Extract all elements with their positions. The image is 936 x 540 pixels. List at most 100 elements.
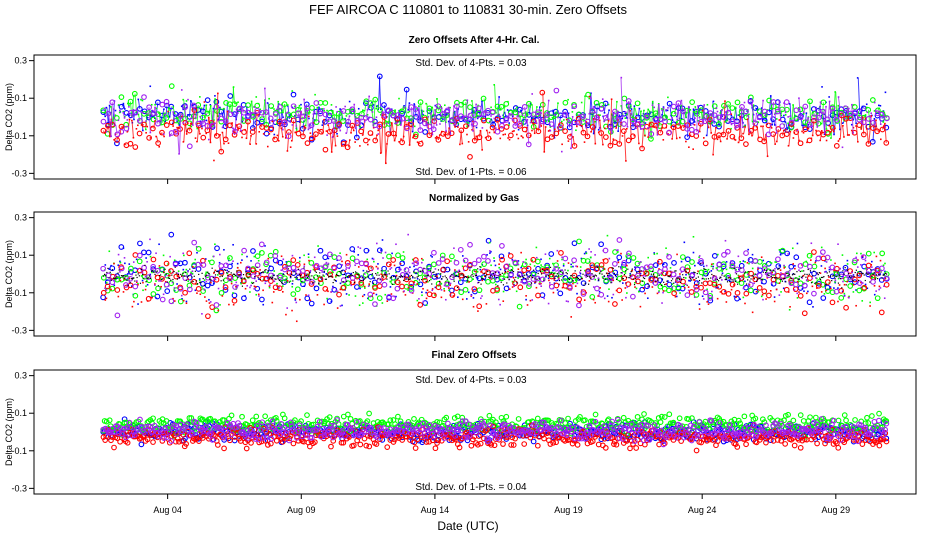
data-point xyxy=(142,112,144,114)
data-point xyxy=(280,269,283,272)
data-point xyxy=(244,128,246,131)
data-point xyxy=(675,115,678,118)
data-point xyxy=(416,283,419,285)
data-point xyxy=(268,133,271,135)
data-point xyxy=(798,139,800,142)
data-point xyxy=(783,114,785,117)
data-point xyxy=(538,277,540,279)
data-point xyxy=(787,124,790,126)
data-point xyxy=(834,279,837,282)
data-point xyxy=(539,89,546,96)
data-point xyxy=(435,284,442,291)
data-point xyxy=(159,276,165,282)
data-point xyxy=(783,131,790,137)
data-point xyxy=(489,120,491,123)
series-segment xyxy=(800,115,803,126)
data-point xyxy=(481,261,487,268)
data-point xyxy=(321,107,323,110)
series-segment xyxy=(434,109,438,126)
data-point xyxy=(286,281,289,284)
data-point xyxy=(421,291,423,294)
data-point xyxy=(793,254,800,261)
data-point xyxy=(223,107,225,110)
data-point xyxy=(503,105,506,108)
data-point xyxy=(697,105,699,107)
data-point xyxy=(602,267,605,270)
data-point xyxy=(764,114,767,117)
data-point xyxy=(751,253,754,256)
data-point xyxy=(629,283,632,286)
normalized-point xyxy=(133,277,135,279)
data-point xyxy=(185,268,188,271)
data-point xyxy=(235,102,237,105)
data-point xyxy=(542,269,545,271)
data-point xyxy=(124,262,126,265)
data-point xyxy=(660,108,663,110)
series-segment xyxy=(696,105,699,132)
data-point xyxy=(298,104,301,107)
data-point xyxy=(711,253,718,259)
series-segment xyxy=(350,125,353,133)
data-point xyxy=(394,122,396,125)
data-point xyxy=(381,270,388,276)
data-point xyxy=(508,138,511,141)
data-points-after-cal xyxy=(100,73,890,165)
data-point xyxy=(746,261,749,264)
data-point xyxy=(678,123,681,125)
data-point xyxy=(820,130,823,132)
series-segment xyxy=(620,77,623,118)
data-point xyxy=(674,295,677,298)
data-point xyxy=(262,303,265,306)
data-point xyxy=(477,104,479,107)
series-segment xyxy=(341,110,344,113)
data-point xyxy=(218,115,225,122)
series-segment xyxy=(302,126,305,137)
data-point xyxy=(488,131,491,134)
data-point xyxy=(362,126,365,128)
data-point xyxy=(117,104,120,106)
data-point xyxy=(444,258,451,265)
series-segment xyxy=(747,115,751,132)
data-point xyxy=(485,113,488,116)
data-point xyxy=(114,109,117,112)
data-point xyxy=(616,254,623,261)
data-point xyxy=(131,119,133,122)
data-point xyxy=(557,124,564,131)
data-point xyxy=(860,128,863,130)
data-point xyxy=(494,264,497,267)
data-point xyxy=(182,108,185,111)
data-point xyxy=(498,103,505,110)
data-point xyxy=(801,310,808,317)
data-point xyxy=(249,117,251,120)
data-point xyxy=(852,132,854,134)
series-segment xyxy=(603,103,607,113)
series-segment xyxy=(131,120,134,138)
data-point xyxy=(349,255,356,262)
data-point xyxy=(167,263,169,265)
data-point xyxy=(463,123,469,130)
data-point xyxy=(865,141,872,147)
data-point xyxy=(535,122,538,125)
data-point xyxy=(205,300,208,302)
data-point xyxy=(404,294,407,296)
data-point xyxy=(617,261,620,264)
data-point xyxy=(335,274,337,277)
data-point xyxy=(684,283,687,286)
data-point xyxy=(698,308,701,310)
data-point xyxy=(289,273,292,275)
data-point xyxy=(843,117,846,120)
data-point xyxy=(285,261,288,263)
data-point xyxy=(656,264,659,266)
data-point xyxy=(617,130,619,132)
data-point xyxy=(254,107,261,114)
data-point xyxy=(268,278,274,285)
data-point xyxy=(814,107,817,110)
data-point xyxy=(861,122,864,124)
data-point xyxy=(634,281,636,284)
data-point xyxy=(484,136,487,139)
data-point xyxy=(755,107,758,110)
data-point xyxy=(372,126,375,129)
data-point xyxy=(231,112,233,114)
data-point xyxy=(793,118,796,121)
data-point xyxy=(698,255,701,257)
